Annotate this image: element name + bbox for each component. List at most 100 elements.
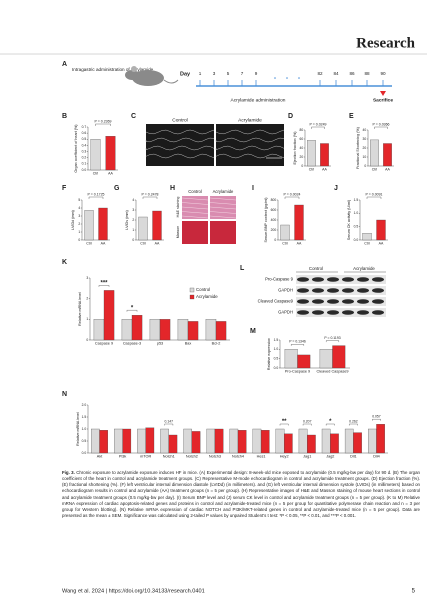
bar: [362, 233, 372, 241]
blot-band: [357, 277, 369, 282]
y-tick-label: 0.5: [354, 225, 359, 229]
blot-band: [327, 310, 339, 315]
blot-band: [297, 288, 309, 293]
bar: [370, 139, 379, 167]
bar: [330, 433, 339, 454]
blot-label: Pro-Caspase 9: [265, 277, 294, 282]
echo-trace: [215, 145, 285, 151]
bar: [321, 428, 331, 454]
echo-trace: [145, 145, 215, 151]
histology-column: Acrylamide: [213, 189, 234, 194]
y-tick-label: 4: [132, 198, 134, 202]
design-text: Intragastric administration of acrylamid…: [72, 67, 154, 72]
bar: [307, 434, 316, 454]
x-tick-label: Notch3: [209, 455, 221, 459]
panel-letter: F: [62, 185, 67, 192]
y-tick-label: 0.0: [274, 366, 279, 370]
sacrifice-label: Sacrifice: [373, 97, 393, 103]
echo-trace: [145, 153, 215, 159]
bar: [145, 427, 155, 454]
day-number: 9: [255, 71, 258, 76]
day-number: 82: [317, 71, 323, 76]
significance-bracket: [366, 196, 382, 199]
day-number: 90: [380, 71, 386, 76]
annotation: P = 0.1346: [289, 340, 306, 344]
bar: [177, 319, 189, 341]
fiber: [181, 211, 209, 214]
bar: [237, 430, 247, 454]
bar: [206, 428, 216, 454]
blot-group: Control: [309, 266, 323, 271]
bar: [215, 321, 227, 341]
y-tick-label: 40: [300, 146, 304, 150]
fiber: [209, 206, 237, 210]
y-tick-label: 0.5: [274, 357, 279, 361]
y-tick-label: 2: [132, 218, 134, 222]
y-tick-label: 60: [300, 137, 304, 141]
blot-band: [372, 310, 384, 315]
x-tick-label: AA: [379, 241, 384, 245]
annotation: 0.057: [372, 415, 381, 419]
significance-bracket: [325, 423, 335, 426]
panel-letter: J: [334, 185, 338, 192]
y-tick-label: 1.0: [82, 427, 87, 431]
day-label: Day: [180, 71, 191, 77]
y-tick-label: 1: [132, 228, 134, 232]
ellipsis-dot: [286, 77, 288, 79]
y-tick-label: 1: [86, 317, 88, 321]
blot: [296, 286, 386, 295]
blot-band: [357, 310, 369, 315]
significance-bracket: [349, 423, 358, 426]
x-tick-label: AA: [322, 167, 327, 171]
y-tick-label: 1: [78, 230, 80, 234]
day-number: 5: [227, 71, 230, 76]
y-tick-label: 1.5: [274, 338, 279, 342]
fiber: [181, 197, 209, 201]
x-tick-label: Hey2: [280, 455, 289, 459]
histology-row: H&E staining: [176, 197, 180, 218]
y-tick-label: 0.7: [82, 125, 87, 129]
bar: [84, 210, 94, 241]
legend-swatch: [189, 294, 195, 300]
fiber: [209, 197, 237, 201]
annotation: 0.262: [349, 419, 358, 423]
bar: [307, 140, 316, 167]
bar: [275, 428, 285, 454]
y-tick-label: 10: [363, 155, 367, 159]
y-axis-label: Relative expression: [267, 338, 271, 370]
x-tick-label: Notch1: [163, 455, 175, 459]
bar: [376, 424, 385, 454]
y-tick-label: 400: [271, 218, 277, 222]
day-number: 7: [241, 71, 244, 76]
blot-band: [342, 299, 354, 304]
y-tick-label: 3: [78, 214, 80, 218]
annotation: ***: [100, 280, 108, 286]
y-axis-label: Ejection fraction (%): [293, 132, 297, 165]
masson-image: [210, 221, 236, 244]
significance-bracket: [374, 126, 388, 129]
bar: [91, 428, 100, 454]
x-tick-label: AA: [108, 171, 113, 175]
panel-letter: A: [62, 61, 67, 68]
y-axis-label: Relative mRNA level: [76, 412, 80, 446]
bar: [284, 349, 298, 369]
bar: [183, 428, 192, 454]
y-tick-label: 0: [301, 164, 303, 168]
y-tick-label: 0: [78, 238, 80, 242]
x-tick-label: Bax: [185, 342, 192, 346]
period-label: Acrylamide administration: [231, 97, 286, 103]
blot-band: [372, 277, 384, 282]
y-tick-label: 5: [78, 198, 80, 202]
blot-band: [312, 310, 324, 315]
footer-citation: Wang et al. 2024 | https://doi.org/10.34…: [62, 588, 205, 594]
day-number: 88: [364, 71, 370, 76]
p-value: P = 0.2478: [142, 192, 159, 196]
bar: [353, 432, 362, 454]
blot-band: [357, 299, 369, 304]
y-tick-label: 3: [86, 276, 88, 280]
legend-label: Acrylamide: [196, 294, 218, 299]
y-axis-label: Relative mRNA level: [78, 292, 82, 326]
bar: [252, 428, 262, 454]
panel-letter: I: [252, 185, 254, 192]
histology-column: Control: [188, 189, 202, 194]
